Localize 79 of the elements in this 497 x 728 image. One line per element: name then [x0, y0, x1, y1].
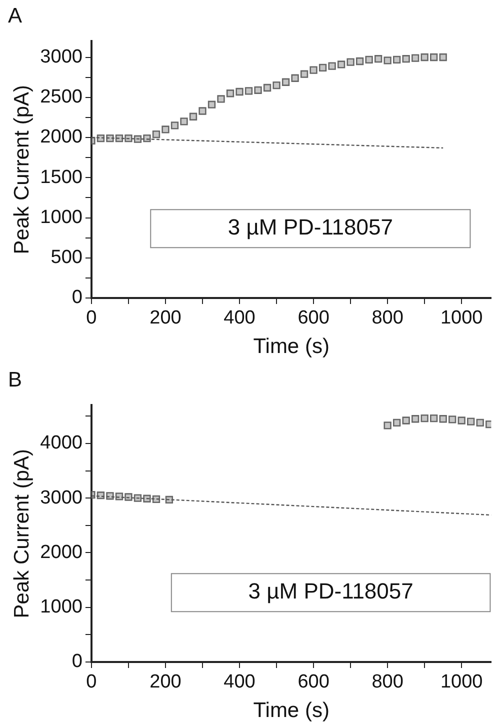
- chart-title: B: [8, 368, 22, 392]
- point: [392, 418, 401, 427]
- point: [300, 70, 308, 78]
- annotation: 3 µM PD-118057: [228, 214, 393, 240]
- y-tick-label: 0: [72, 651, 82, 672]
- point: [337, 60, 346, 68]
- point: [318, 64, 327, 72]
- point: [162, 126, 170, 134]
- x-tick-label: 1000: [440, 672, 483, 693]
- x-tick-label: 0: [86, 308, 97, 329]
- point: [374, 55, 382, 63]
- x-tick-label: 600: [298, 308, 330, 329]
- point: [134, 135, 142, 143]
- point: [411, 415, 420, 423]
- y-tick-label: 500: [50, 247, 82, 268]
- y-tick-label: 1000: [40, 206, 82, 228]
- point: [244, 87, 253, 95]
- y-tick-label: 3000: [40, 487, 82, 508]
- x-tick-label: 400: [224, 308, 256, 329]
- point: [328, 62, 336, 70]
- y-tick-label: 1000: [40, 596, 82, 618]
- point: [392, 56, 401, 64]
- point: [143, 494, 151, 502]
- y-tick-label: 2500: [40, 86, 82, 108]
- x-tick-label: 600: [298, 672, 330, 693]
- point: [430, 414, 438, 422]
- point: [420, 414, 428, 422]
- point: [198, 107, 206, 115]
- point: [124, 134, 132, 142]
- point: [208, 100, 216, 108]
- point: [402, 416, 410, 424]
- point: [291, 74, 299, 82]
- chart-title: A: [8, 4, 22, 28]
- x-tick-label: 800: [372, 672, 404, 693]
- y-tick-label: 3000: [40, 46, 82, 68]
- point: [254, 86, 262, 94]
- point: [384, 56, 392, 64]
- point: [180, 118, 188, 126]
- x-tick-label: 200: [150, 308, 182, 329]
- point: [420, 53, 428, 62]
- point: [282, 78, 290, 86]
- point: [310, 66, 318, 74]
- point: [439, 415, 447, 423]
- point: [356, 57, 364, 66]
- x-tick-label: 1000: [440, 308, 483, 329]
- point: [217, 95, 225, 103]
- annotation: 3 µM PD-118057: [248, 578, 414, 604]
- x-tick-label: 400: [224, 672, 256, 693]
- point: [448, 416, 456, 424]
- point: [226, 90, 234, 98]
- y-tick-label: 1500: [40, 166, 82, 188]
- x-axis-title: Time (s): [253, 699, 330, 722]
- x-tick-label: 200: [150, 672, 182, 693]
- y-axis-title: Peak Current (pA): [10, 448, 34, 618]
- y-tick-label: 2000: [40, 126, 82, 148]
- point: [272, 82, 280, 90]
- point: [346, 58, 354, 66]
- y-tick-label: 4000: [40, 432, 82, 454]
- point: [467, 418, 475, 426]
- point: [411, 54, 420, 62]
- x-tick-label: 800: [372, 308, 404, 329]
- y-tick-label: 0: [72, 287, 82, 308]
- point: [170, 122, 179, 130]
- point: [189, 112, 198, 120]
- point: [439, 53, 447, 62]
- point: [458, 416, 466, 424]
- x-axis-title: Time (s): [253, 335, 330, 358]
- point: [236, 88, 244, 96]
- x-tick-label: 0: [86, 672, 97, 693]
- point: [365, 56, 373, 64]
- point: [384, 422, 392, 430]
- point: [134, 494, 142, 502]
- y-axis-title: Peak Current (pA): [10, 84, 34, 254]
- point: [152, 130, 160, 138]
- y-tick-label: 2000: [40, 542, 82, 563]
- point: [430, 53, 438, 62]
- point: [263, 84, 272, 92]
- point: [402, 55, 410, 63]
- point: [476, 418, 484, 427]
